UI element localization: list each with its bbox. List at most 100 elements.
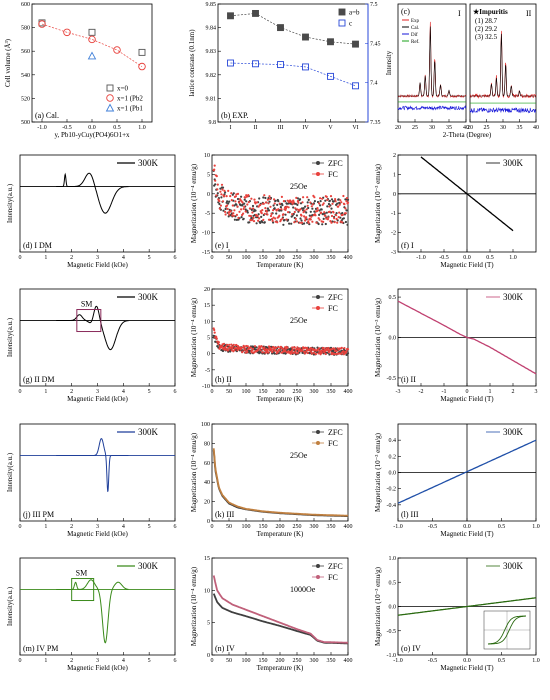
e-data-point: [337, 205, 340, 208]
b-legend-label: a=b: [349, 9, 360, 17]
h-xlabel: Temperature (K): [257, 395, 304, 403]
c-panel-label: (c): [401, 7, 410, 16]
e-data-point: [326, 198, 329, 201]
h-data-point: [231, 345, 234, 348]
d-xtick-label: 1: [44, 255, 47, 261]
g-sm-label: SM: [81, 300, 93, 309]
e-data-point: [251, 204, 255, 208]
n-xtick-label: 150: [259, 658, 268, 664]
m-xtick-label: 2: [70, 658, 73, 664]
a-series-line: [41, 23, 143, 67]
g-xtick-label: 2: [70, 389, 73, 395]
c-xtick-label: 30: [500, 125, 506, 131]
e-data-point: [218, 207, 221, 210]
a-legend-marker: [106, 84, 114, 92]
b-data-point: [252, 60, 259, 68]
e-ytick-label: 5: [207, 172, 210, 178]
e-legend-label: ZFC: [328, 159, 343, 168]
e-data-point: [254, 209, 257, 212]
e-data-point: [322, 202, 325, 205]
e-data-point: [227, 189, 230, 192]
e-data-point: [232, 214, 235, 217]
n-legend-label: ZFC: [328, 562, 343, 571]
e-data-point: [269, 205, 272, 208]
e-data-point: [324, 222, 327, 226]
h-data-point: [251, 347, 255, 350]
a-xlabel: y, Pb10-yCuy(PO4)6O1+x: [54, 131, 130, 139]
panel-b: I II III IV V VI9.89.819.829.839.849.857.357.…: [188, 2, 381, 131]
b-y2tick-label: 7.45: [370, 41, 381, 47]
m-spectrum-trace: [56, 579, 129, 644]
a-data-point: [38, 20, 46, 28]
e-data-point: [342, 194, 345, 198]
e-data-point: [268, 200, 271, 203]
g-sm-box: [76, 309, 102, 333]
e-xtick-label: 200: [276, 255, 285, 261]
h-data-point: [320, 351, 323, 354]
b-data-point: [227, 59, 234, 67]
j-spectrum-trace: [56, 438, 129, 493]
l-ytick-label: -0.4: [387, 503, 397, 509]
m-xtick-label: 4: [122, 658, 125, 664]
c-legend-label: Exp: [411, 19, 420, 24]
o-xtick-label: -0.5: [428, 658, 438, 664]
h-data-point: [324, 350, 327, 353]
e-data-point: [233, 209, 236, 212]
e-data-point: [218, 200, 221, 203]
e-data-point: [319, 197, 322, 200]
c-xtick-label: 40: [463, 125, 469, 131]
e-ytick-label: 0: [207, 192, 210, 198]
e-data-point: [287, 206, 290, 209]
e-data-point: [238, 210, 241, 213]
b-y2tick-label: 7.35: [370, 120, 381, 126]
n-legend-label: FC: [328, 573, 338, 582]
h-data-point: [218, 347, 221, 350]
e-data-point: [228, 213, 231, 216]
e-data-point: [305, 211, 308, 214]
h-ylabel: Magnetization (10⁻⁴ emu/g): [190, 297, 198, 377]
e-data-point: [273, 207, 276, 210]
e-data-point: [341, 221, 344, 224]
l-xtick-label: -0.5: [428, 524, 438, 530]
e-data-point: [236, 205, 239, 208]
e-data-point: [268, 195, 271, 198]
k-panel-label: (k) III: [215, 510, 235, 519]
e-data-point: [276, 203, 279, 206]
h-data-point: [274, 349, 277, 352]
e-data-point: [288, 222, 291, 225]
e-data-point: [230, 199, 233, 202]
h-data-point: [213, 331, 216, 334]
e-data-point: [341, 212, 344, 215]
c-left-cal-trace: [398, 26, 466, 97]
e-data-point: [345, 200, 348, 203]
h-data-point: [215, 336, 218, 339]
l-ytick-label: 0.4: [389, 438, 397, 444]
h-data-point: [246, 345, 249, 348]
l-ytick-label: 0.2: [389, 454, 397, 460]
e-data-point: [233, 218, 236, 221]
e-data-point: [273, 202, 276, 205]
h-data-point: [228, 343, 231, 346]
e-data-point: [324, 199, 327, 202]
e-data-point: [241, 201, 244, 204]
e-data-point: [231, 204, 234, 207]
c-impurity-item: (3) 32.5: [475, 33, 498, 41]
b-ytick-label: 9.8: [209, 120, 217, 126]
e-data-point: [246, 203, 249, 206]
o-inset-loop-down: [488, 615, 527, 645]
e-data-point: [235, 203, 238, 206]
e-data-point: [215, 194, 218, 197]
h-data-point: [340, 346, 343, 349]
e-data-point: [300, 219, 303, 222]
b-data-point: [352, 40, 359, 48]
h-data-point: [284, 350, 287, 353]
e-data-point: [294, 207, 297, 210]
e-data-point: [279, 206, 282, 209]
a-ylabel: Cell volume (Å³): [4, 38, 12, 87]
e-data-point: [240, 216, 243, 219]
c-xtick-label: 35: [446, 125, 452, 131]
e-data-point: [280, 208, 283, 211]
h-data-point: [217, 342, 220, 346]
